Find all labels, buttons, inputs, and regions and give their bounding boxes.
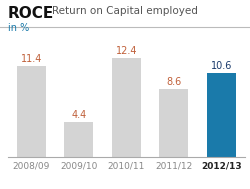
Bar: [206, 73, 236, 157]
Text: Return on Capital employed: Return on Capital employed: [52, 6, 199, 16]
Bar: [159, 89, 188, 157]
Text: 4.4: 4.4: [71, 110, 86, 120]
Text: ROCE: ROCE: [8, 6, 54, 21]
Text: 10.6: 10.6: [210, 61, 232, 71]
Text: 12.4: 12.4: [116, 46, 137, 57]
Bar: [112, 58, 141, 157]
Text: in %: in %: [8, 23, 29, 33]
Bar: [16, 66, 46, 157]
Text: 8.6: 8.6: [166, 77, 182, 87]
Text: 11.4: 11.4: [20, 54, 42, 64]
Bar: [64, 122, 94, 157]
